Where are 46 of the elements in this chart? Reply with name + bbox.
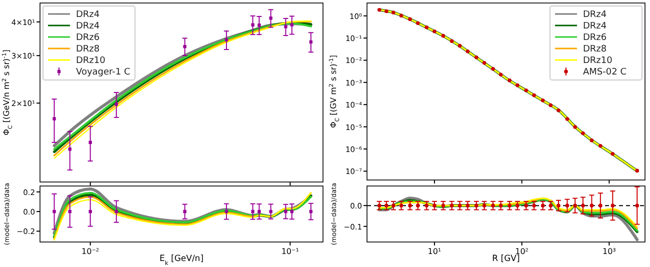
x-tick-label: 10³	[602, 247, 616, 256]
legend-label: DRz10	[76, 56, 106, 66]
point	[516, 83, 520, 88]
x-axis-title: E$_{k}$ [GeV/n]	[159, 254, 204, 266]
legend-label: DRz8	[76, 44, 100, 54]
point	[441, 34, 446, 38]
x-tick-label: 10⁻²	[82, 247, 100, 256]
point	[598, 144, 602, 148]
point	[565, 117, 570, 121]
point	[581, 131, 585, 136]
x-tick-label: 10⁻¹	[281, 247, 299, 256]
point	[458, 44, 462, 48]
legend-label: DRz8	[583, 44, 607, 54]
legend-label: DRz6	[76, 33, 100, 43]
x-tick-label: 10¹	[428, 247, 442, 256]
point	[474, 55, 478, 60]
point	[573, 125, 577, 129]
point	[482, 60, 486, 65]
legend-label: DRz4	[76, 22, 100, 32]
legend-label: DRz4	[583, 10, 607, 20]
point	[384, 9, 388, 14]
point	[498, 72, 503, 77]
legend-label: Voyager-1 C	[76, 68, 130, 78]
point	[399, 14, 404, 18]
point	[432, 29, 436, 34]
legend-label: DRz10	[583, 56, 613, 66]
x-tick-label: 10²	[515, 247, 529, 256]
point	[450, 39, 454, 44]
legend-label: DRz4	[76, 10, 100, 20]
legend-label: DRz4	[583, 22, 607, 32]
point	[540, 98, 545, 102]
point	[548, 103, 553, 108]
point	[508, 78, 512, 82]
point	[532, 93, 536, 98]
point	[392, 10, 396, 14]
point	[491, 67, 495, 71]
point	[416, 21, 420, 26]
point	[556, 108, 560, 112]
point	[424, 26, 428, 30]
legend-label: DRz6	[583, 33, 607, 43]
x-axis-title: R [GV]	[492, 254, 520, 264]
legend-label: AMS-02 C	[583, 68, 626, 78]
point	[524, 88, 528, 92]
point	[590, 138, 594, 142]
point	[408, 17, 412, 22]
point	[466, 49, 470, 54]
